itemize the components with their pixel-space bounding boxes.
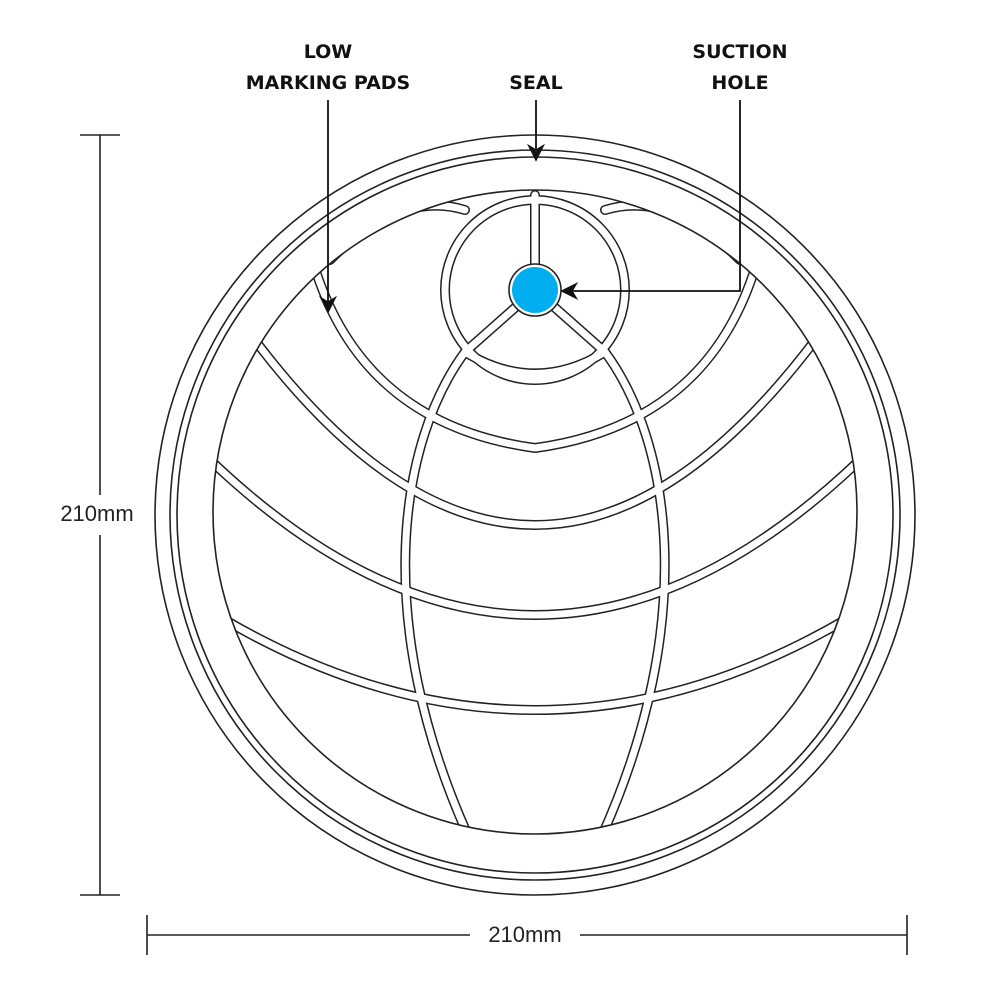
label-suction-line2: HOLE [711, 72, 768, 94]
width-dimension [146, 915, 908, 955]
marking-pads [213, 190, 857, 834]
height-dimension [80, 134, 120, 896]
label-pads-line2: MARKING PADS [246, 72, 411, 94]
suction-hole-fill [512, 267, 558, 313]
height-label: 210mm [60, 501, 133, 526]
outer-rim [154, 134, 916, 896]
suction-arrow [560, 100, 741, 300]
width-label: 210mm [488, 922, 561, 947]
label-seal: SEAL [509, 72, 562, 94]
label-suction-line1: SUCTION [692, 41, 787, 63]
pad-area-edge [212, 189, 858, 835]
label-pads-line1: LOW [304, 41, 353, 63]
